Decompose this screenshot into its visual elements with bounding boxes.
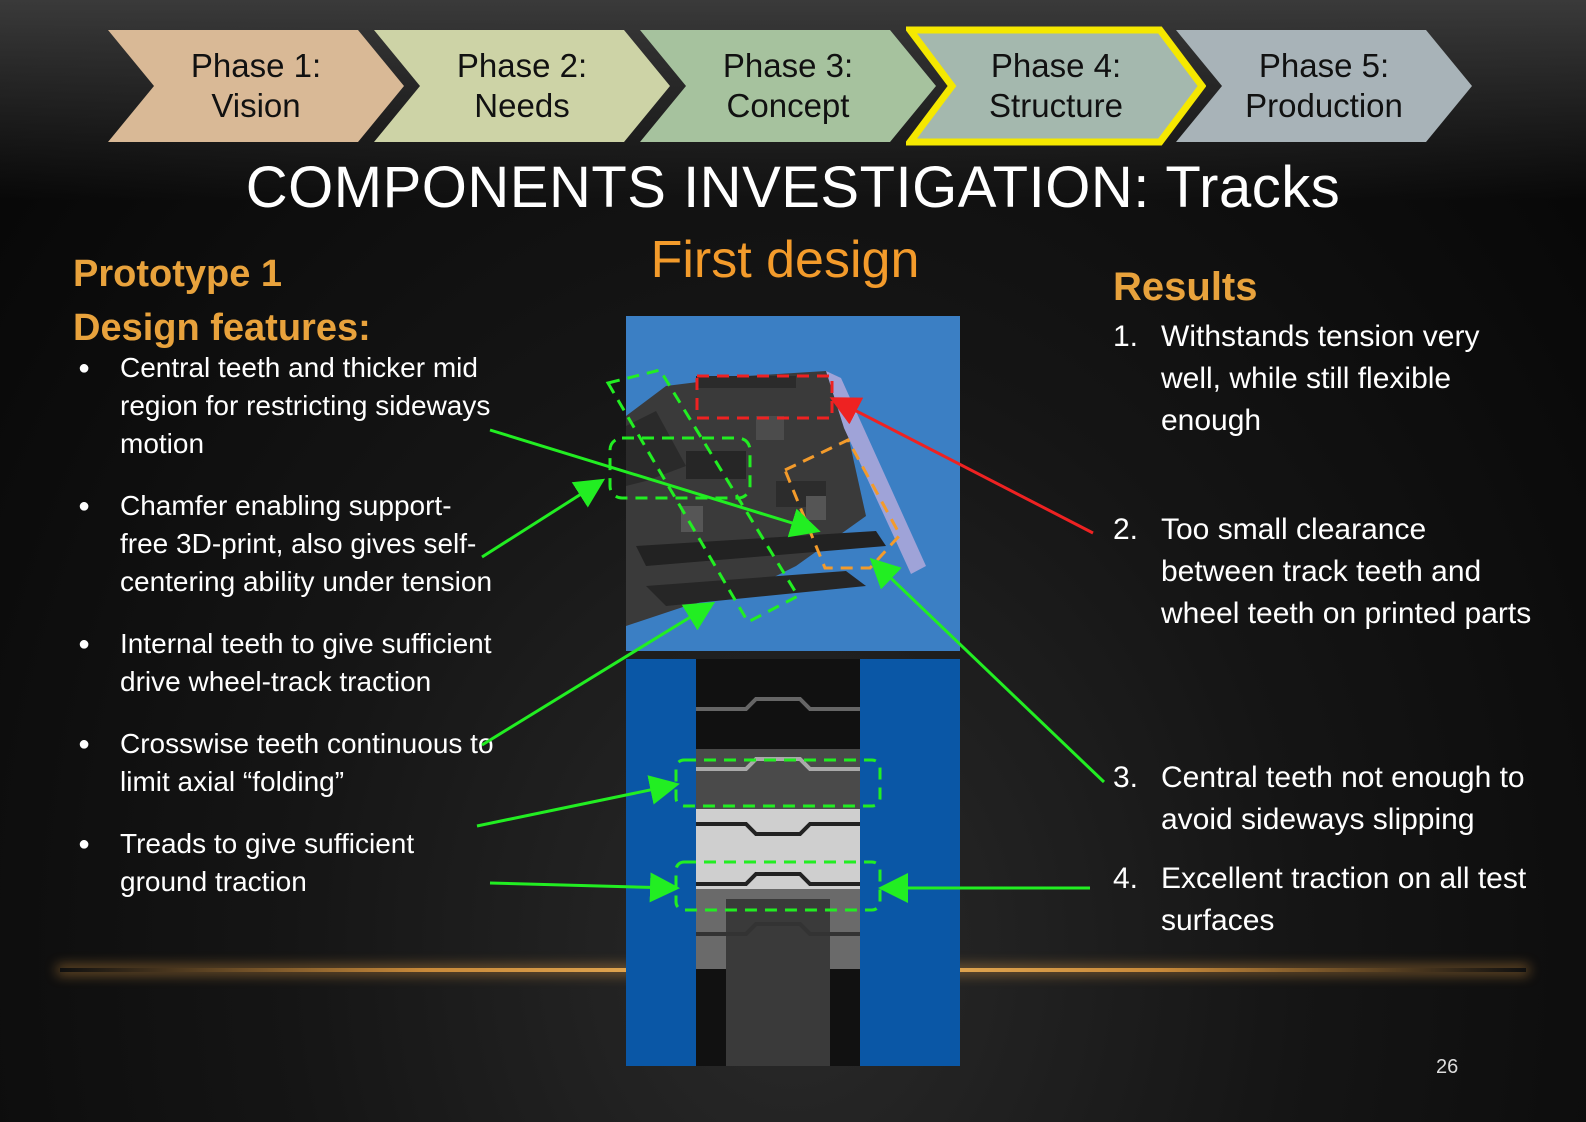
phase-4-label-line2: Structure — [989, 87, 1123, 124]
feature-item: Treads to give sufficient ground tractio… — [78, 825, 498, 901]
results-number: 1. — [1113, 320, 1139, 353]
feature-item: Internal teeth to give sufficient drive … — [78, 625, 498, 701]
phase-2-label-line1: Phase 2: — [456, 47, 588, 84]
feature-item: Chamfer enabling support-free 3D-print, … — [78, 487, 498, 601]
phase-1-label-line1: Phase 1: — [190, 47, 322, 84]
slide-title: COMPONENTS INVESTIGATION: Tracks — [245, 155, 1341, 220]
phase-5-label-line1: Phase 5: — [1258, 47, 1390, 84]
phase-navigation: Phase 1: Vision Phase 2: Needs Phase 3: … — [0, 0, 1586, 150]
phase-1-label-line2: Vision — [211, 87, 301, 124]
phase-2-chevron[interactable]: Phase 2: Needs — [374, 30, 670, 142]
design-features-list: Central teeth and thicker mid region for… — [78, 349, 498, 925]
tread-highlight-box-lower — [674, 860, 882, 912]
phase-3-chevron[interactable]: Phase 3: Concept — [640, 30, 936, 142]
tread-highlight-box-upper — [674, 758, 882, 808]
phase-5-chevron[interactable]: Phase 5: Production — [1176, 30, 1472, 142]
design-features-label: Design features: — [73, 307, 371, 349]
results-heading: Results — [1113, 265, 1258, 309]
results-text: Withstands tension very well, while stil… — [1161, 320, 1480, 437]
prototype-heading: Prototype 1 — [73, 253, 283, 295]
results-text: Too small clearance between track teeth … — [1161, 513, 1532, 630]
crosswise-teeth-highlight-box — [605, 368, 801, 624]
first-design-heading: First design — [650, 231, 920, 289]
track-3d-render-image — [626, 316, 960, 651]
phase-3-label-line1: Phase 3: — [722, 47, 854, 84]
results-item-3: 3. Central teeth not enough to avoid side… — [1113, 757, 1533, 841]
page-number: 26 — [1436, 1056, 1459, 1078]
phase-5-label-line2: Production — [1245, 87, 1403, 124]
results-number: 2. — [1113, 513, 1139, 546]
phase-3-label-line2: Concept — [726, 87, 850, 124]
chamfer-highlight-box — [783, 438, 902, 570]
phase-2-label-line2: Needs — [474, 87, 570, 124]
clearance-highlight-box — [695, 374, 834, 420]
design-features-heading: Prototype 1 Design features: — [73, 247, 371, 355]
results-text: Excellent traction on all test surfaces — [1161, 862, 1527, 937]
results-item-4: 4. Excellent traction on all test surface… — [1113, 858, 1533, 942]
results-item-2: 2. Too small clearance between track teet… — [1113, 509, 1533, 635]
phase-4-chevron-active[interactable]: Phase 4: Structure — [906, 26, 1206, 146]
feature-item: Crosswise teeth continuous to limit axia… — [78, 725, 498, 801]
results-number: 3. — [1113, 761, 1139, 794]
results-number: 4. — [1113, 862, 1139, 895]
phase-4-label-line1: Phase 4: — [990, 47, 1122, 84]
results-item-1: 1. Withstands tension very well, while st… — [1113, 316, 1533, 442]
phase-1-chevron[interactable]: Phase 1: Vision — [108, 30, 404, 142]
results-text: Central teeth not enough to avoid sidewa… — [1161, 761, 1525, 836]
feature-item: Central teeth and thicker mid region for… — [78, 349, 498, 463]
